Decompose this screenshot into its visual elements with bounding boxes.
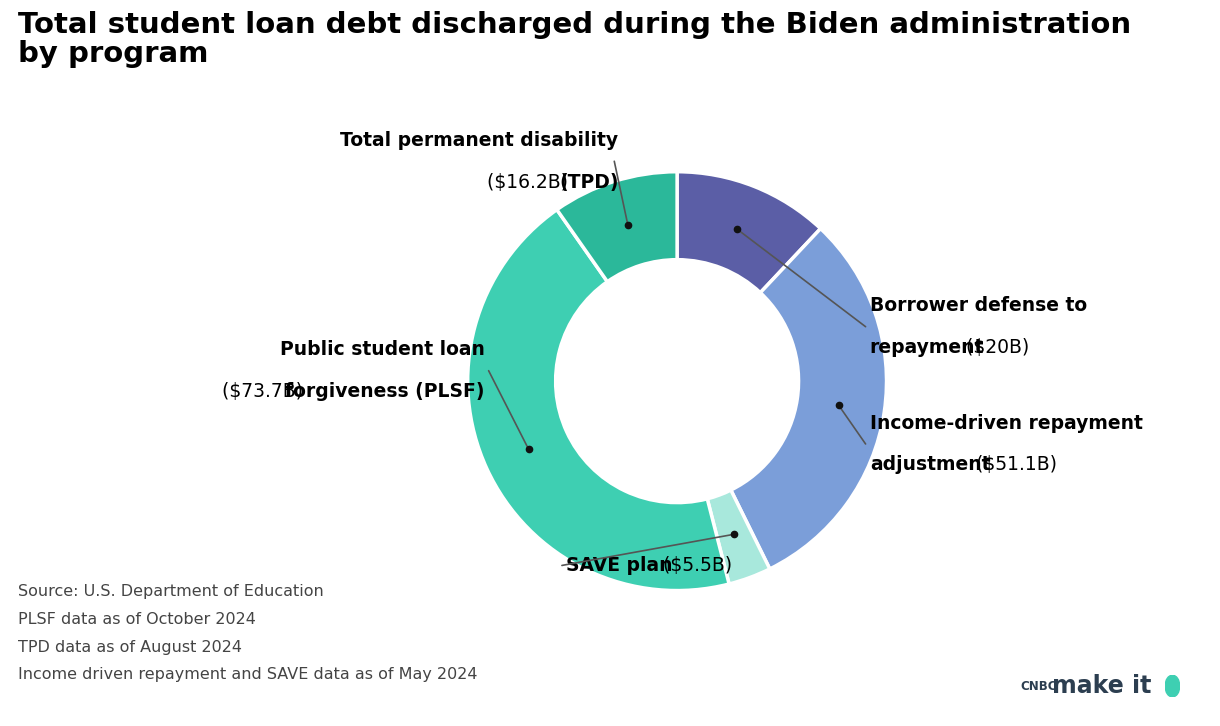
Wedge shape [708,490,770,584]
Text: make it: make it [1052,674,1150,698]
Text: Total permanent disability: Total permanent disability [340,131,619,150]
Text: ($73.7B): ($73.7B) [216,382,304,401]
Wedge shape [731,229,887,569]
Text: SAVE plan: SAVE plan [566,556,672,575]
Text: Source: U.S. Department of Education: Source: U.S. Department of Education [18,584,325,600]
Text: (TPD): (TPD) [559,173,619,192]
Text: Public student loan: Public student loan [279,340,484,359]
Text: ($20B): ($20B) [960,338,1030,357]
Text: PLSF data as of October 2024: PLSF data as of October 2024 [18,612,256,627]
Text: Borrower defense to: Borrower defense to [870,296,1087,315]
Text: adjustment: adjustment [870,455,991,474]
Text: ($51.1B): ($51.1B) [970,455,1058,474]
Text: ($16.2B): ($16.2B) [481,173,569,192]
Text: forgiveness (PLSF): forgiveness (PLSF) [285,382,484,401]
Wedge shape [467,210,730,590]
Text: Income-driven repayment: Income-driven repayment [870,414,1143,433]
Wedge shape [556,172,677,282]
Text: by program: by program [18,40,209,68]
Text: repayment: repayment [870,338,985,357]
Circle shape [1165,675,1180,697]
Text: CNBC: CNBC [1020,680,1057,693]
Text: ($5.5B): ($5.5B) [656,556,732,575]
Text: TPD data as of August 2024: TPD data as of August 2024 [18,640,243,655]
Text: Total student loan debt discharged during the Biden administration: Total student loan debt discharged durin… [18,11,1131,39]
Wedge shape [677,172,821,293]
Text: Income driven repayment and SAVE data as of May 2024: Income driven repayment and SAVE data as… [18,667,478,682]
